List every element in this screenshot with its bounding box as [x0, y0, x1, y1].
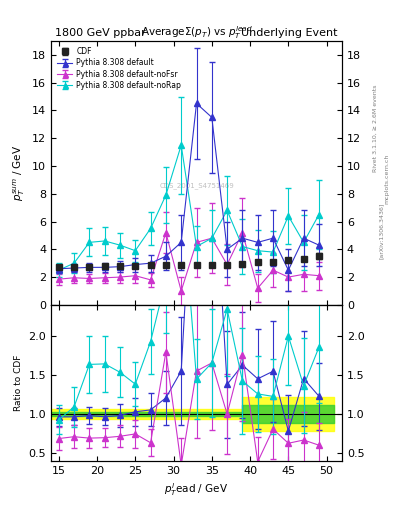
X-axis label: $p_T^{l}$ead / GeV: $p_T^{l}$ead / GeV	[164, 481, 229, 498]
Legend: CDF, Pythia 8.308 default, Pythia 8.308 default-noFsr, Pythia 8.308 default-noRa: CDF, Pythia 8.308 default, Pythia 8.308 …	[55, 45, 184, 92]
Text: [arXiv:1306.3436]: [arXiv:1306.3436]	[379, 202, 384, 259]
Text: CDS_2001_S4751469: CDS_2001_S4751469	[159, 183, 234, 189]
Text: Underlying Event: Underlying Event	[241, 28, 338, 38]
Text: mcplots.cern.ch: mcplots.cern.ch	[385, 154, 389, 204]
Title: Average$\Sigma(p_T)$ vs $p_T^{lead}$: Average$\Sigma(p_T)$ vs $p_T^{lead}$	[141, 24, 252, 41]
Text: 1800 GeV ppbar: 1800 GeV ppbar	[55, 28, 146, 38]
Y-axis label: $p_T^{sum}$ / GeV: $p_T^{sum}$ / GeV	[11, 145, 27, 201]
Text: Rivet 3.1.10, ≥ 2.6M events: Rivet 3.1.10, ≥ 2.6M events	[373, 84, 378, 172]
Y-axis label: Ratio to CDF: Ratio to CDF	[14, 355, 23, 411]
